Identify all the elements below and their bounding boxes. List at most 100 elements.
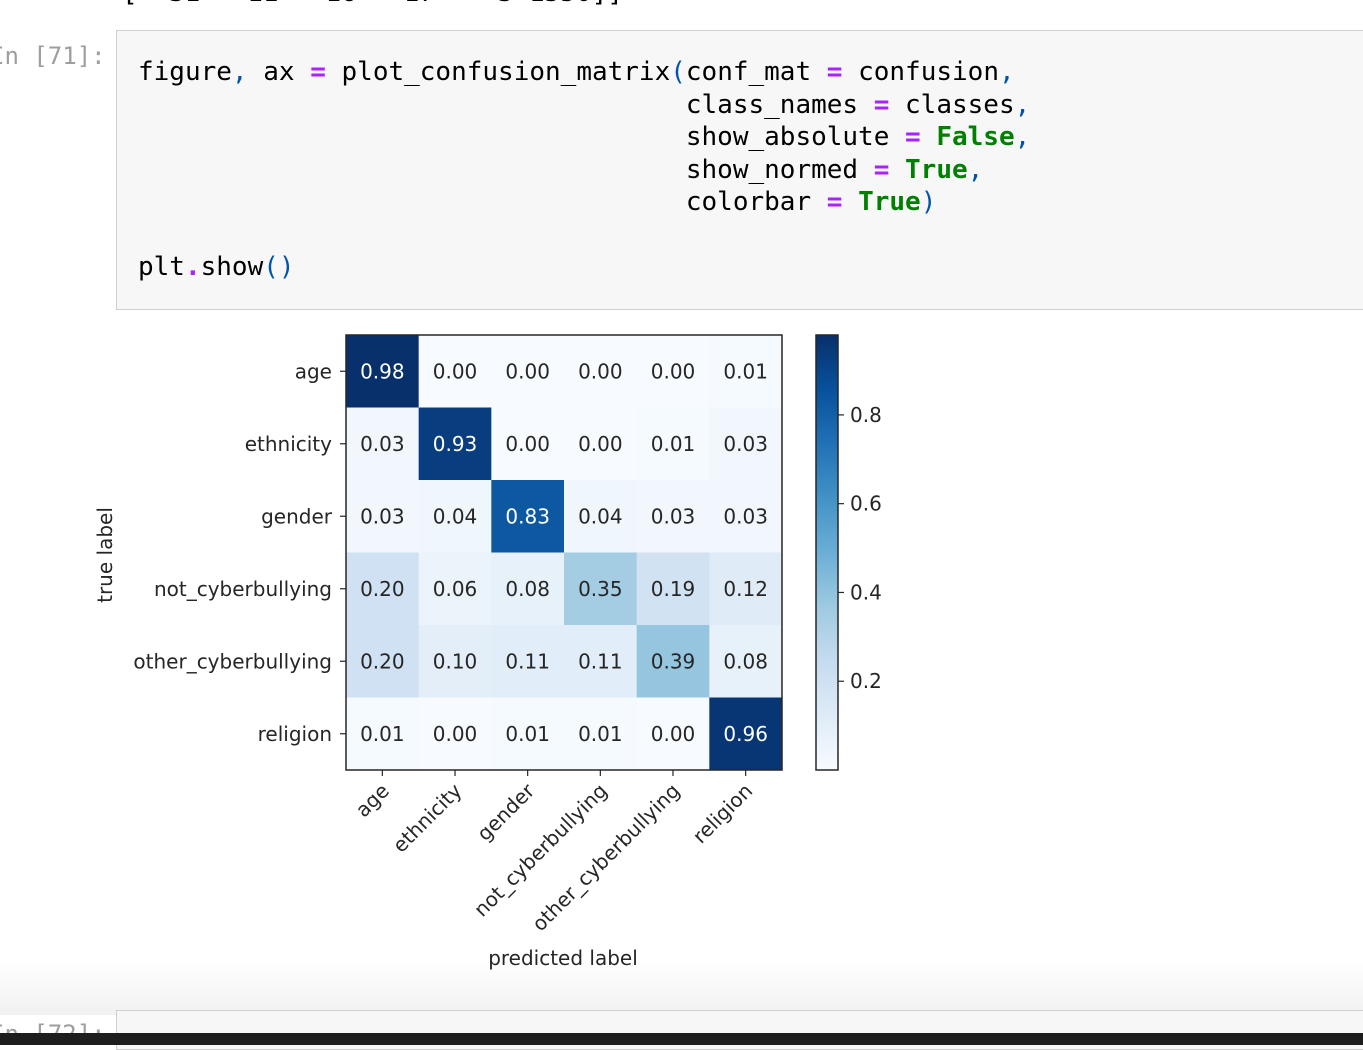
cell <box>491 407 565 481</box>
cell <box>418 480 492 553</box>
cell <box>346 335 420 408</box>
cell-label: 0.11 <box>505 649 550 673</box>
cell-prompt: In [71]: <box>0 42 106 70</box>
cell <box>491 335 565 408</box>
cell <box>709 552 783 626</box>
y-tick-label: religion <box>258 722 332 746</box>
y-axis-title: true label <box>93 507 117 603</box>
cell-label: 0.06 <box>433 577 478 601</box>
cell-label: 0.04 <box>578 504 623 528</box>
cell-label: 0.83 <box>505 504 550 528</box>
cell-label: 0.08 <box>505 577 550 601</box>
chart: true label predicted label 0.98 0.00 0.00 0… <box>93 334 882 970</box>
cell-label: 0.01 <box>651 432 696 456</box>
cell-label: 0.20 <box>360 577 405 601</box>
cell <box>564 625 638 698</box>
cell-label: 0.04 <box>433 504 478 528</box>
cell <box>418 697 492 771</box>
cell-label: 0.11 <box>578 649 623 673</box>
cell <box>564 480 638 553</box>
cell <box>418 335 492 408</box>
cell <box>636 552 710 626</box>
code-cell[interactable] <box>116 30 1363 310</box>
colorbar <box>815 334 839 771</box>
colorbar-tick-label: 0.2 <box>850 669 882 693</box>
y-tick-label: not_cyberbullying <box>154 577 332 601</box>
cell-label: 0.96 <box>723 722 768 746</box>
cell-label: 0.98 <box>360 359 405 383</box>
cell <box>346 697 420 771</box>
colorbar-tick-label: 0.4 <box>850 580 882 604</box>
cell <box>709 625 783 698</box>
cell <box>491 480 565 553</box>
cell-label: 0.00 <box>578 432 623 456</box>
cell-label: 0.35 <box>578 577 623 601</box>
y-tick-label: age <box>295 359 332 383</box>
cell-label: 0.03 <box>723 504 768 528</box>
cell <box>564 697 638 771</box>
cell <box>418 552 492 626</box>
cell <box>491 552 565 626</box>
cell <box>418 407 492 481</box>
x-tick-label: religion <box>688 779 758 849</box>
cell-label: 0.12 <box>723 577 768 601</box>
x-axis-title: predicted label <box>488 946 638 970</box>
cell-label: 0.03 <box>723 432 768 456</box>
x-tick-label: ethnicity <box>388 778 467 857</box>
cell <box>636 335 710 408</box>
cell-label: 0.01 <box>360 722 405 746</box>
x-tick-label: other_cyberbullying <box>527 779 684 936</box>
cell <box>564 552 638 626</box>
plot-frame <box>345 334 783 771</box>
cell-label: 0.10 <box>433 649 478 673</box>
cell <box>636 697 710 771</box>
cell <box>709 407 783 481</box>
cell-label: 0.00 <box>578 359 623 383</box>
y-tick-label: ethnicity <box>245 432 332 456</box>
cell-label: 0.00 <box>433 359 478 383</box>
x-tick-label: not_cyberbullying <box>469 779 612 922</box>
code[interactable]: figure, ax = plot_confusion_matrix(conf_… <box>138 57 1031 282</box>
cell <box>709 335 783 408</box>
cell-label: 0.00 <box>505 432 550 456</box>
cell-label: 0.00 <box>651 359 696 383</box>
cell-label: 0.00 <box>433 722 478 746</box>
cell-label: 0.08 <box>723 649 768 673</box>
cell-label: 0.20 <box>360 649 405 673</box>
cell-label: 0.01 <box>578 722 623 746</box>
cell-label: 0.03 <box>360 432 405 456</box>
cell <box>346 552 420 626</box>
cell-label: 0.01 <box>723 359 768 383</box>
x-tick-label: age <box>351 779 394 822</box>
colorbar-tick-label: 0.8 <box>850 403 882 427</box>
cell <box>709 697 783 771</box>
cell <box>491 625 565 698</box>
cell <box>418 625 492 698</box>
cell <box>636 625 710 698</box>
y-tick-label: other_cyberbullying <box>133 649 332 673</box>
previous-output: [ 31 11 16 17 3 1550]] <box>122 0 623 8</box>
cell-label: 0.00 <box>505 359 550 383</box>
cell-label: 0.93 <box>433 432 478 456</box>
colorbar-tick-label: 0.6 <box>850 492 882 516</box>
cell <box>709 480 783 553</box>
cell <box>564 335 638 408</box>
cell <box>346 625 420 698</box>
cell <box>636 407 710 481</box>
cell-label: 0.00 <box>651 722 696 746</box>
cell-label: 0.39 <box>651 649 696 673</box>
y-tick-label: gender <box>261 504 333 528</box>
cell-label: 0.03 <box>651 504 696 528</box>
cell <box>346 407 420 481</box>
cell <box>636 480 710 553</box>
cell <box>491 697 565 771</box>
cell-label: 0.01 <box>505 722 550 746</box>
taskbar <box>0 1033 1363 1045</box>
cell-separator <box>0 960 1363 1015</box>
cell <box>564 407 638 481</box>
cell-label: 0.19 <box>651 577 696 601</box>
cell-label: 0.03 <box>360 504 405 528</box>
x-tick-label: gender <box>472 778 540 846</box>
cell <box>346 480 420 553</box>
